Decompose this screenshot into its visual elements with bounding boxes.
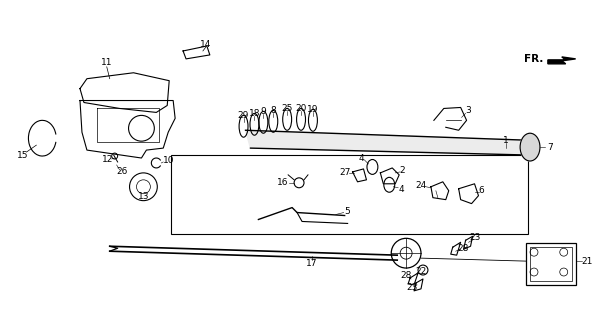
Text: 22: 22 [416,267,427,276]
Text: 10: 10 [162,156,174,165]
Text: 20: 20 [296,104,307,113]
Polygon shape [548,57,576,64]
Text: 24: 24 [416,181,427,190]
Bar [526,243,576,285]
Text: 14: 14 [200,39,212,49]
Text: 23: 23 [470,233,481,242]
Text: 13: 13 [138,192,149,201]
Text: 23: 23 [406,284,418,292]
Text: 11: 11 [101,58,113,67]
Text: 19: 19 [307,105,319,114]
Text: 16: 16 [277,178,289,187]
Text: 9: 9 [261,107,266,116]
Text: 2: 2 [400,166,405,175]
Bar [530,247,572,281]
Text: 1: 1 [504,136,509,145]
Text: 29: 29 [238,111,249,120]
Text: 21: 21 [582,257,593,266]
Text: 27: 27 [339,168,350,177]
Text: 17: 17 [306,259,318,268]
Text: 18: 18 [248,109,260,118]
Text: 3: 3 [466,106,471,115]
Text: 8: 8 [271,106,276,115]
Text: 15: 15 [17,150,28,160]
Text: 12: 12 [102,156,113,164]
Bar [171,155,528,234]
Text: 28: 28 [400,271,412,281]
Ellipse shape [520,133,540,161]
Text: 6: 6 [479,186,484,195]
Text: 5: 5 [345,207,351,216]
Text: 28: 28 [457,244,468,253]
Text: 25: 25 [282,104,293,113]
Text: 26: 26 [116,167,127,176]
Polygon shape [245,130,528,155]
Text: 4: 4 [398,185,404,194]
Text: 4: 4 [359,154,364,163]
Text: 7: 7 [547,143,553,152]
Text: FR.: FR. [523,54,543,64]
